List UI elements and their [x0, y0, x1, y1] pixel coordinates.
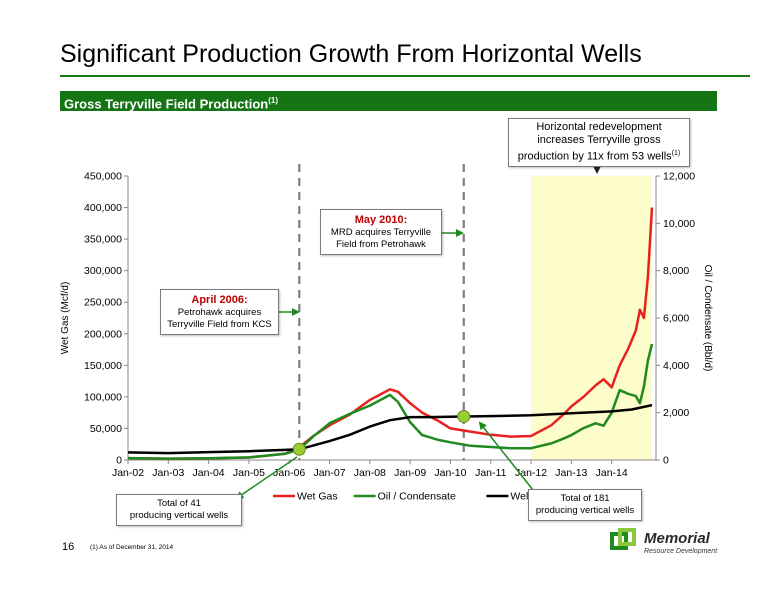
x-tick-label: Jan-07: [313, 467, 345, 479]
logo-mark-icon: [610, 528, 636, 550]
annotation-april-2006: April 2006: Petrohawk acquires Terryvill…: [160, 289, 279, 335]
x-tick-label: Jan-13: [555, 467, 587, 479]
annotation-horizontal-sup: (1): [671, 150, 681, 157]
x-tick-label: Jan-05: [233, 467, 265, 479]
y-tick-label: 300,000: [84, 265, 122, 277]
event-marker-dot: [457, 409, 471, 423]
series-well-count: [127, 403, 653, 455]
banner-footnote-marker: (1): [268, 96, 278, 105]
y-tick-label: 150,000: [84, 360, 122, 372]
section-banner: Gross Terryville Field Production(1): [60, 91, 717, 111]
annotation-181-line2: producing vertical wells: [535, 505, 635, 516]
chart-series: [127, 207, 654, 460]
page-title: Significant Production Growth From Horiz…: [60, 40, 642, 68]
y-tick-label: 250,000: [84, 297, 122, 309]
production-chart: 0 50,000 100,000 150,000 200,000 250,000 300,0…: [60, 162, 713, 503]
annotation-horizontal-line2: increases Terryville gross: [537, 134, 661, 146]
x-tick-label: Jan-04: [193, 467, 225, 479]
x-tick-label: Jan-09: [394, 467, 426, 479]
x-tick-label: Jan-12: [515, 467, 547, 479]
annotation-181-wells: Total of 181 producing vertical wells: [528, 489, 642, 521]
y2-tick-label: 2,000: [663, 407, 689, 419]
annotation-april-line2: Terryville Field from KCS: [167, 319, 272, 330]
arrow-41-wells: [235, 456, 298, 500]
title-rule: [60, 75, 750, 77]
annotation-horizontal-line3: production by 11x from 53 wells: [517, 150, 672, 163]
y-tick-label: 50,000: [90, 423, 122, 435]
banner-text: Gross Terryville Field Production: [64, 96, 269, 112]
x-tick-label: Jan-03: [152, 467, 184, 479]
x-tick-label: Jan-08: [354, 467, 386, 479]
horizontal-era-shading: [531, 176, 652, 460]
logo-subtitle: Resource Development: [644, 548, 718, 555]
y-axis-label: Wet Gas (Mcf/d): [60, 282, 71, 355]
y2-tick-label: 10,000: [663, 218, 695, 230]
y-tick-label: 0: [116, 455, 122, 467]
y2-tick-label: 6,000: [663, 313, 689, 325]
y-tick-label: 100,000: [84, 391, 122, 403]
y2-tick-label: 0: [663, 455, 669, 467]
annotation-may-2010: May 2010: MRD acquires Terryville Field …: [320, 209, 442, 255]
legend-label: Oil / Condensate: [378, 491, 456, 503]
y-tick-label: 450,000: [84, 171, 122, 183]
x-tick-label: Jan-11: [475, 467, 506, 479]
page-number: 16: [62, 541, 75, 553]
y-tick-label: 350,000: [84, 234, 122, 246]
x-tick-label: Jan-02: [112, 467, 144, 479]
annotation-horizontal: Horizontal redevelopment increases Terry…: [508, 118, 690, 167]
annotation-41-line2: producing vertical wells: [129, 510, 229, 521]
y2-axis-label: Oil / Condensate (Bbl/d): [702, 265, 713, 372]
y2-tick-label: 8,000: [663, 265, 689, 277]
annotation-horizontal-line1: Horizontal redevelopment: [536, 121, 662, 133]
event-marker-dot: [292, 442, 306, 456]
y-tick-label: 400,000: [84, 202, 122, 214]
y2-tick-label: 12,000: [663, 171, 695, 183]
annotation-may-line2: Field from Petrohawk: [336, 239, 426, 250]
x-tick-label: Jan-14: [596, 467, 628, 479]
annotation-may-heading: May 2010:: [354, 214, 408, 226]
y-tick-label: 200,000: [84, 328, 122, 340]
y2-tick-label: 4,000: [663, 360, 689, 372]
annotation-181-line1: Total of 181: [560, 493, 610, 504]
annotation-41-wells: Total of 41 producing vertical wells: [116, 494, 242, 526]
chart-axes: 0 50,000 100,000 150,000 200,000 250,000 300,0…: [84, 171, 695, 480]
annotation-april-line1: Petrohawk acquires: [177, 307, 262, 318]
legend-label: Wet Gas: [297, 491, 338, 503]
x-tick-label: Jan-10: [434, 467, 466, 479]
logo-name: Memorial: [644, 530, 710, 547]
arrow-181-wells: [478, 421, 534, 491]
annotation-april-heading: April 2006:: [191, 294, 248, 306]
x-tick-label: Jan-06: [273, 467, 305, 479]
company-logo: Memorial Resource Development: [610, 528, 720, 562]
event-markers: [292, 409, 471, 456]
annotation-may-line1: MRD acquires Terryville: [330, 227, 432, 238]
footnote: (1) As of December 31, 2014: [90, 544, 174, 551]
series-oil-condensate: [127, 343, 654, 460]
annotation-41-line1: Total of 41: [157, 498, 201, 509]
